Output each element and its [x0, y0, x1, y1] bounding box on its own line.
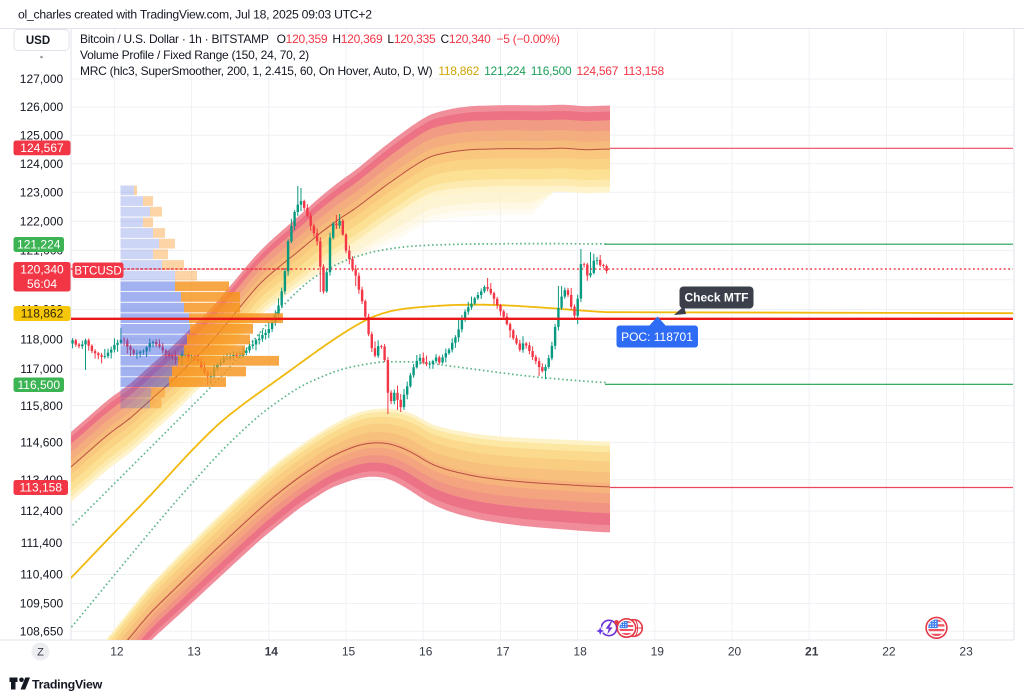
svg-text:BTCUSD: BTCUSD: [74, 265, 121, 277]
svg-text:112,400: 112,400: [20, 504, 63, 518]
svg-text:Z: Z: [37, 647, 44, 659]
svg-text:124,567: 124,567: [20, 141, 64, 155]
svg-text:Bitcoin / U.S. Dollar · 1h · B: Bitcoin / U.S. Dollar · 1h · BITSTAMP O12…: [80, 32, 560, 46]
svg-text:16: 16: [419, 645, 433, 659]
svg-text:108,650: 108,650: [20, 624, 64, 638]
svg-text:121,224: 121,224: [17, 238, 61, 252]
svg-text:Check MTF: Check MTF: [684, 291, 748, 305]
svg-text:124,000: 124,000: [20, 157, 64, 171]
svg-text:MRC (hlc3, SuperSmoother, 200,: MRC (hlc3, SuperSmoother, 200, 1, 2.415,…: [80, 64, 664, 78]
svg-text:109,500: 109,500: [20, 597, 64, 611]
svg-text:19: 19: [651, 645, 665, 659]
svg-text:118,000: 118,000: [20, 332, 63, 346]
svg-text:12: 12: [110, 645, 124, 659]
svg-text:126,000: 126,000: [20, 100, 64, 114]
svg-text:114,600: 114,600: [20, 436, 63, 450]
svg-text:22: 22: [882, 645, 896, 659]
svg-text:ol_charles created with Tradin: ol_charles created with TradingView.com,…: [18, 8, 372, 22]
svg-text:13: 13: [187, 645, 201, 659]
svg-text:122,000: 122,000: [20, 214, 64, 228]
svg-text:115,800: 115,800: [20, 399, 63, 413]
svg-text:20: 20: [728, 645, 742, 659]
svg-text:111,400: 111,400: [21, 536, 63, 550]
svg-text:127,000: 127,000: [20, 72, 64, 86]
svg-text:23: 23: [959, 645, 973, 659]
svg-text:15: 15: [342, 645, 356, 659]
svg-text:110,400: 110,400: [20, 568, 63, 582]
svg-text:125,000: 125,000: [20, 128, 64, 142]
svg-text:120,340: 120,340: [20, 263, 64, 277]
svg-text:18: 18: [573, 645, 587, 659]
svg-text:117,000: 117,000: [20, 362, 63, 376]
svg-text:116,500: 116,500: [18, 378, 61, 392]
svg-text:USD: USD: [26, 35, 50, 47]
svg-text:Volume Profile / Fixed Range (: Volume Profile / Fixed Range (150, 24, 7…: [80, 48, 309, 62]
svg-text:14: 14: [265, 645, 279, 659]
svg-text:123,000: 123,000: [20, 186, 64, 200]
svg-text:113,158: 113,158: [20, 481, 63, 495]
svg-text:21: 21: [805, 645, 819, 659]
svg-text:POC: 118701: POC: 118701: [621, 330, 693, 344]
svg-text:TradingView: TradingView: [32, 678, 103, 692]
svg-text:118,862: 118,862: [21, 307, 64, 321]
svg-text:56:04: 56:04: [27, 277, 57, 291]
svg-text:17: 17: [496, 645, 510, 659]
